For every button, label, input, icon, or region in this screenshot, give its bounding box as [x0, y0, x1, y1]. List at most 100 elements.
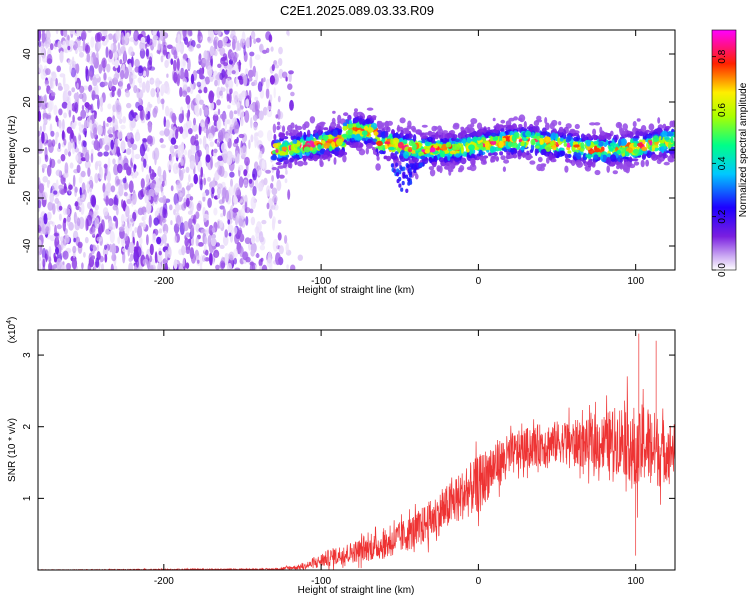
heatmap-noise-cell	[209, 30, 215, 40]
heatmap-signal-cell	[598, 141, 604, 147]
heatmap-noise-cell	[62, 74, 66, 87]
heatmap-noise-cell	[149, 255, 153, 263]
heatmap-noise-cell	[188, 218, 193, 230]
heatmap-noise-cell	[243, 75, 248, 87]
heatmap-signal-cell	[500, 155, 506, 161]
x-tick-label: -100	[311, 576, 331, 587]
heatmap-noise-cell	[65, 262, 72, 270]
heatmap-noise-cell	[97, 40, 102, 50]
heatmap-noise-cell	[270, 205, 276, 210]
heatmap-signal-cell	[567, 150, 572, 154]
heatmap-noise-cell	[119, 77, 124, 90]
heatmap-noise-cell	[253, 38, 257, 44]
x-tick-label: 100	[627, 276, 644, 287]
heatmap-noise-cell	[118, 183, 124, 197]
heatmap-noise-cell	[184, 149, 188, 156]
heatmap-signal-cell	[505, 120, 512, 127]
heatmap-signal-cell	[426, 149, 430, 154]
heatmap-noise-cell	[158, 250, 162, 256]
heatmap-signal-cell	[671, 120, 675, 128]
heatmap-noise-cell	[161, 180, 165, 188]
heatmap-noise-cell	[195, 111, 200, 117]
heatmap-noise-cell	[127, 246, 130, 257]
heatmap-signal-cell	[399, 165, 403, 170]
heatmap-noise-cell	[250, 196, 257, 210]
heatmap-noise-cell	[210, 237, 217, 247]
heatmap-signal-cell	[619, 157, 624, 163]
heatmap-noise-cell	[143, 186, 146, 196]
heatmap-noise-cell	[243, 169, 248, 177]
heatmap-noise-cell	[238, 218, 242, 223]
heatmap-signal-cell	[367, 138, 372, 143]
heatmap-noise-cell	[116, 178, 121, 186]
heatmap-signal-cell	[512, 153, 518, 159]
heatmap-noise-cell	[107, 157, 111, 168]
heatmap-noise-cell	[261, 264, 268, 270]
heatmap-noise-cell	[297, 254, 303, 261]
heatmap-noise-cell	[135, 114, 140, 121]
heatmap-noise-cell	[158, 228, 163, 234]
heatmap-noise-cell	[262, 106, 268, 116]
heatmap-signal-cell	[622, 123, 628, 131]
heatmap-noise-cell	[75, 154, 79, 162]
heatmap-noise-cell	[96, 31, 103, 42]
heatmap-signal-cell	[476, 153, 481, 157]
heatmap-noise-cell	[255, 253, 260, 258]
y-tick-label: 2	[22, 423, 33, 429]
heatmap-signal-cell	[657, 117, 661, 124]
heatmap-noise-cell	[148, 56, 153, 66]
x-tick-label: -200	[154, 276, 174, 287]
heatmap-signal-cell	[558, 121, 562, 126]
heatmap-noise-cell	[109, 230, 115, 244]
heatmap-noise-cell	[288, 70, 294, 75]
heatmap-signal-cell	[498, 140, 504, 148]
heatmap-signal-cell	[606, 156, 611, 165]
heatmap-noise-cell	[108, 198, 114, 207]
heatmap-noise-cell	[200, 166, 203, 178]
heatmap-noise-cell	[80, 170, 86, 178]
heatmap-noise-cell	[50, 235, 55, 242]
heatmap-signal-cell	[371, 115, 377, 119]
heatmap-signal-cell	[428, 166, 435, 171]
heatmap-signal-cell	[452, 134, 458, 139]
heatmap-signal-cell	[278, 174, 285, 179]
heatmap-signal-cell	[531, 139, 536, 145]
heatmap-signal-cell	[429, 147, 436, 153]
spectrogram-y-ticks: -40 -20 0 20 40	[22, 48, 675, 253]
heatmap-noise-cell	[142, 138, 148, 143]
heatmap-signal-cell	[303, 121, 310, 129]
heatmap-noise-cell	[103, 72, 107, 81]
heatmap-noise-cell	[41, 163, 48, 169]
heatmap-noise-cell	[249, 56, 253, 69]
heatmap-signal-cell	[421, 124, 428, 128]
heatmap-noise-cell	[46, 164, 52, 177]
heatmap-noise-cell	[199, 227, 205, 234]
heatmap-signal-cell	[664, 125, 671, 129]
heatmap-signal-cell	[645, 159, 649, 167]
heatmap-noise-cell	[94, 217, 100, 229]
heatmap-noise-cell	[198, 89, 203, 94]
heatmap-signal-cell	[540, 131, 547, 136]
heatmap-signal-cell	[488, 153, 492, 157]
heatmap-signal-cell	[609, 160, 616, 167]
heatmap-signal-cell	[403, 139, 408, 145]
heatmap-noise-cell	[188, 45, 194, 52]
heatmap-signal-cell	[586, 161, 594, 166]
heatmap-noise-cell	[110, 43, 114, 51]
heatmap-noise-cell	[60, 189, 66, 196]
heatmap-noise-cell	[134, 66, 140, 73]
heatmap-noise-cell	[42, 258, 46, 268]
heatmap-noise-cell	[42, 176, 48, 183]
heatmap-signal-cell	[372, 138, 377, 142]
heatmap-signal-cell	[540, 163, 547, 167]
heatmap-noise-cell	[281, 71, 288, 79]
heatmap-noise-cell	[122, 177, 127, 184]
heatmap-signal-cell	[397, 146, 401, 153]
heatmap-noise-cell	[203, 126, 208, 134]
chart-title: C2E1.2025.089.03.33.R09	[280, 3, 434, 18]
heatmap-noise-cell	[84, 102, 90, 108]
heatmap-signal-cell	[576, 152, 582, 160]
heatmap-noise-cell	[287, 83, 293, 90]
heatmap-noise-cell	[218, 199, 224, 205]
heatmap-noise-cell	[120, 124, 126, 130]
